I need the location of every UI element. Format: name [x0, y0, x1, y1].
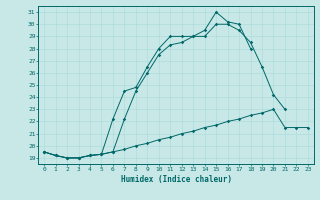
X-axis label: Humidex (Indice chaleur): Humidex (Indice chaleur)	[121, 175, 231, 184]
